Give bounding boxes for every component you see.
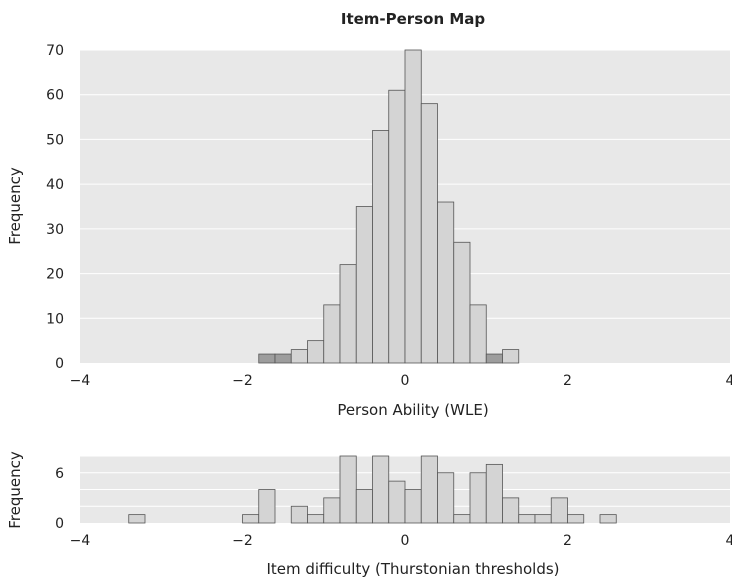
item-difficulty-x-ticks: −4 −2 0 2 4 — [70, 533, 732, 549]
person-ability-bar — [453, 241, 471, 364]
person-ability-bar — [388, 89, 406, 364]
person-ability-x-tick-label: 2 — [563, 373, 572, 389]
person-ability-bar — [339, 264, 357, 364]
item-difficulty-x-axis-label: Item difficulty (Thurstonian thresholds) — [266, 560, 559, 578]
item-difficulty-bar — [420, 455, 438, 524]
person-ability-y-tick-label: 0 — [55, 356, 64, 372]
person-ability-y-tick-label: 60 — [46, 88, 64, 104]
person-ability-y-tick-label: 20 — [46, 267, 64, 283]
item-difficulty-bar — [242, 514, 260, 524]
item-difficulty-x-tick-label: 2 — [563, 533, 572, 549]
person-ability-bar — [372, 130, 390, 364]
person-ability-bar — [258, 353, 276, 364]
item-difficulty-bar — [372, 455, 390, 524]
person-ability-x-ticks: −4 −2 0 2 4 — [70, 373, 732, 389]
item-difficulty-bar — [534, 514, 552, 524]
person-ability-bar — [274, 353, 292, 364]
item-difficulty-y-axis-label: Frequency — [6, 451, 24, 529]
item-difficulty-bar — [469, 472, 487, 524]
person-ability-bar — [502, 349, 520, 364]
person-ability-x-tick-label: 4 — [726, 373, 732, 389]
person-ability-bar — [404, 49, 422, 364]
person-ability-x-tick-label: −4 — [70, 373, 91, 389]
item-difficulty-x-tick-label: −2 — [232, 533, 253, 549]
person-ability-y-tick-label: 30 — [46, 222, 64, 238]
person-ability-y-ticks: 0 10 20 30 40 50 60 70 — [46, 43, 64, 372]
item-difficulty-bar — [502, 497, 520, 524]
item-difficulty-y-tick-label: 6 — [55, 466, 64, 482]
item-difficulty-bar — [404, 489, 422, 524]
item-difficulty-bar — [437, 472, 455, 524]
person-ability-bar — [420, 103, 438, 364]
person-ability-y-tick-label: 10 — [46, 311, 64, 327]
item-difficulty-x-tick-label: 4 — [726, 533, 732, 549]
person-ability-y-tick-label: 40 — [46, 177, 64, 193]
item-difficulty-x-tick-label: 0 — [401, 533, 410, 549]
item-difficulty-bar — [355, 489, 373, 524]
person-ability-x-tick-label: −2 — [232, 373, 253, 389]
person-ability-bar — [469, 304, 487, 364]
item-difficulty-panel: 06 −4 −2 0 2 4 Item difficulty (Thurstonian … — [6, 451, 732, 578]
item-difficulty-y-tick-label: 0 — [55, 516, 64, 532]
item-difficulty-bar — [518, 514, 536, 524]
person-ability-y-tick-label: 70 — [46, 43, 64, 59]
person-ability-bar — [437, 201, 455, 364]
item-difficulty-bar — [599, 514, 617, 524]
person-ability-bar — [307, 340, 325, 364]
item-difficulty-bar — [258, 489, 276, 524]
item-difficulty-bar — [485, 463, 503, 524]
item-difficulty-bar — [339, 455, 357, 524]
item-difficulty-bar — [567, 514, 585, 524]
person-ability-x-axis-label: Person Ability (WLE) — [337, 401, 488, 419]
person-ability-bar — [323, 304, 341, 364]
person-ability-bar — [290, 349, 308, 364]
person-ability-panel: 0 10 20 30 40 50 60 70 −4 −2 0 2 4 Person Ability (… — [6, 43, 732, 419]
item-difficulty-bar — [128, 514, 146, 524]
person-ability-y-tick-label: 50 — [46, 132, 64, 148]
item-difficulty-bar — [290, 505, 308, 524]
chart-title: Item-Person Map — [341, 10, 486, 28]
item-difficulty-bar — [550, 497, 568, 524]
item-difficulty-y-ticks: 06 — [55, 466, 64, 532]
item-difficulty-bars — [128, 455, 617, 524]
item-difficulty-bar — [307, 514, 325, 524]
item-difficulty-bar — [388, 480, 406, 524]
item-difficulty-bar — [323, 497, 341, 524]
person-ability-y-axis-label: Frequency — [6, 167, 24, 245]
person-ability-bar — [485, 353, 503, 364]
person-ability-x-tick-label: 0 — [401, 373, 410, 389]
item-difficulty-bar — [453, 514, 471, 524]
item-difficulty-x-tick-label: −4 — [70, 533, 91, 549]
person-ability-bars — [258, 49, 520, 364]
person-ability-bar — [355, 206, 373, 364]
